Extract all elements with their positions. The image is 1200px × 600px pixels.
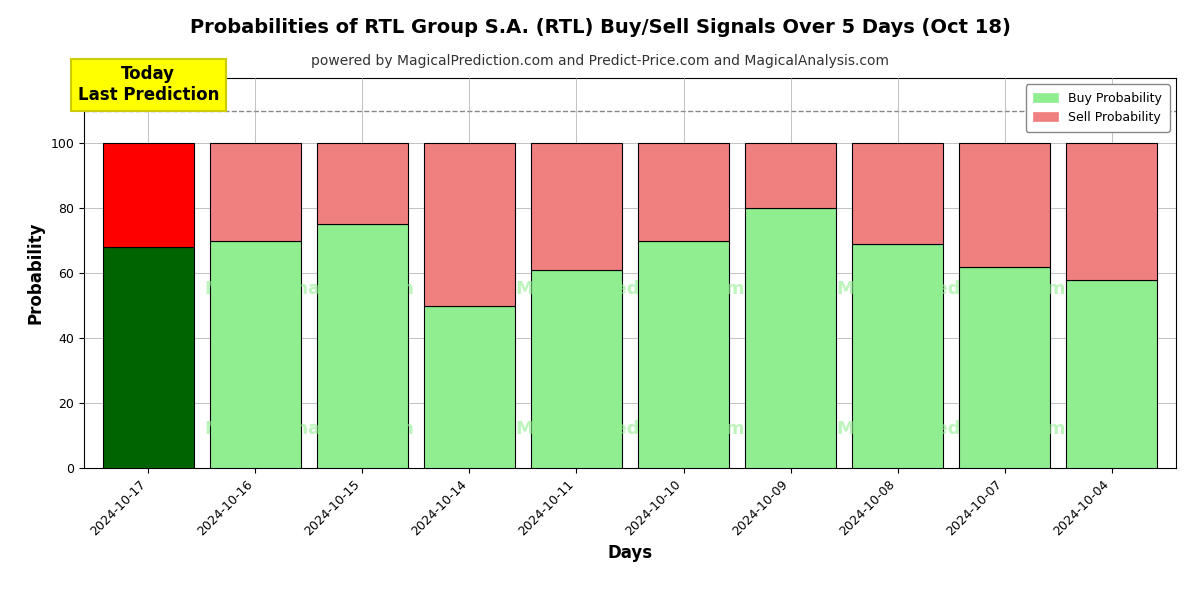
- Text: MagicalPrediction.com: MagicalPrediction.com: [836, 280, 1066, 298]
- Bar: [317, 143, 408, 224]
- Bar: [317, 224, 408, 468]
- Y-axis label: Probability: Probability: [26, 222, 44, 324]
- Bar: [745, 208, 836, 468]
- Text: MagicalPrediction.com: MagicalPrediction.com: [515, 420, 745, 438]
- Bar: [1067, 143, 1157, 280]
- Text: powered by MagicalPrediction.com and Predict-Price.com and MagicalAnalysis.com: powered by MagicalPrediction.com and Pre…: [311, 54, 889, 68]
- Bar: [638, 241, 730, 468]
- Bar: [530, 270, 622, 468]
- Bar: [959, 143, 1050, 266]
- Bar: [103, 247, 193, 468]
- Bar: [424, 305, 515, 468]
- Bar: [959, 266, 1050, 468]
- Bar: [424, 143, 515, 305]
- Text: MagicalPrediction.com: MagicalPrediction.com: [515, 280, 745, 298]
- Text: MagicalPrediction.com: MagicalPrediction.com: [836, 420, 1066, 438]
- Bar: [852, 143, 943, 244]
- Bar: [745, 143, 836, 208]
- Bar: [210, 143, 301, 241]
- Bar: [103, 143, 193, 247]
- Bar: [210, 241, 301, 468]
- Bar: [530, 143, 622, 270]
- Legend: Buy Probability, Sell Probability: Buy Probability, Sell Probability: [1026, 84, 1170, 131]
- Bar: [852, 244, 943, 468]
- Bar: [1067, 280, 1157, 468]
- Text: Today
Last Prediction: Today Last Prediction: [78, 65, 218, 104]
- X-axis label: Days: Days: [607, 544, 653, 562]
- Text: MagicalAnalysis.com: MagicalAnalysis.com: [204, 280, 414, 298]
- Text: Probabilities of RTL Group S.A. (RTL) Buy/Sell Signals Over 5 Days (Oct 18): Probabilities of RTL Group S.A. (RTL) Bu…: [190, 18, 1010, 37]
- Bar: [638, 143, 730, 241]
- Text: MagicalAnalysis.com: MagicalAnalysis.com: [204, 420, 414, 438]
